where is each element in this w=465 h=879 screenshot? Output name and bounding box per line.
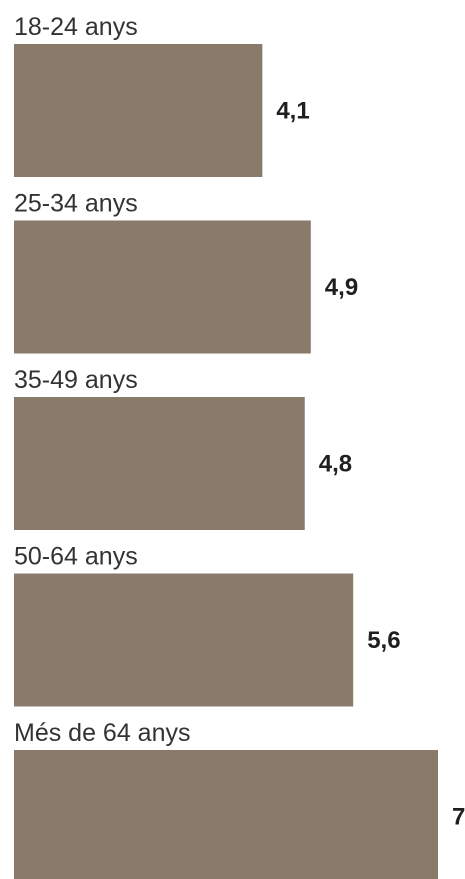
bar-group: 35-49 anys 4,8	[14, 366, 352, 530]
bar-group: 50-64 anys 5,6	[14, 543, 401, 707]
bar	[14, 220, 311, 354]
category-label: 35-49 anys	[14, 366, 138, 394]
value-label: 4,8	[319, 451, 352, 478]
bar-group: Més de 64 anys 7	[14, 719, 465, 879]
value-label: 7	[452, 804, 465, 831]
category-label: Més de 64 anys	[14, 719, 191, 747]
bar	[14, 397, 305, 530]
category-label: 50-64 anys	[14, 543, 138, 571]
bar	[14, 750, 438, 879]
bar-group: 25-34 anys 4,9	[14, 190, 358, 354]
value-label: 5,6	[367, 627, 400, 654]
value-label: 4,9	[325, 274, 358, 301]
value-label: 4,1	[276, 98, 309, 125]
bar	[14, 44, 263, 177]
bar	[14, 573, 354, 707]
category-label: 18-24 anys	[14, 13, 138, 41]
bar-group: 18-24 anys 4,1	[14, 13, 310, 177]
category-label: 25-34 anys	[14, 190, 138, 218]
